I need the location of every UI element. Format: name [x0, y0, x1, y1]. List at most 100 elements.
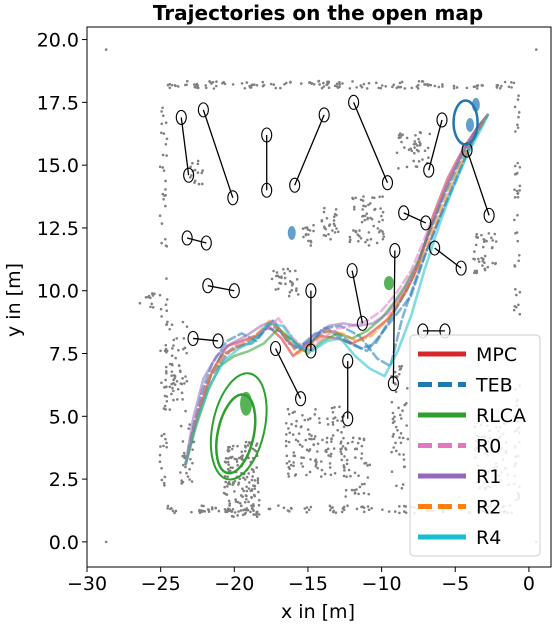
map-point: [170, 354, 174, 357]
map-point: [316, 450, 319, 453]
map-point: [322, 85, 326, 88]
legend: MPC TEB RLCA R0 R1 R2 R4: [409, 334, 541, 557]
map-point: [312, 223, 315, 227]
map-point: [321, 438, 324, 442]
obstacle-marker: [387, 376, 399, 392]
map-point: [262, 83, 266, 87]
map-point: [404, 403, 407, 406]
map-point: [312, 443, 315, 446]
map-point: [331, 410, 335, 414]
map-point: [314, 464, 318, 468]
map-point: [398, 413, 402, 417]
map-point: [376, 227, 380, 230]
map-point: [240, 82, 244, 85]
map-point: [172, 398, 175, 402]
map-point: [380, 84, 384, 87]
map-point: [217, 509, 221, 513]
map-point: [185, 471, 188, 475]
map-point: [367, 492, 371, 496]
map-point: [166, 320, 169, 324]
map-points: [104, 48, 538, 544]
map-point: [170, 83, 174, 87]
map-point: [299, 425, 303, 429]
map-point: [224, 456, 228, 460]
map-point: [367, 203, 370, 207]
map-point: [517, 111, 521, 114]
map-point: [177, 364, 181, 368]
map-point: [235, 460, 239, 463]
map-point: [498, 86, 502, 90]
map-point: [173, 376, 176, 380]
map-point: [160, 122, 164, 126]
map-point: [286, 509, 290, 512]
map-point: [481, 245, 485, 249]
map-point: [294, 269, 297, 273]
map-point: [196, 162, 200, 166]
map-point: [227, 499, 231, 503]
map-point: [309, 458, 312, 461]
map-point: [247, 472, 251, 475]
obstacle-marker: [455, 260, 467, 276]
map-point: [287, 465, 291, 469]
map-point: [193, 181, 196, 184]
map-point: [306, 428, 310, 431]
map-point: [391, 85, 394, 89]
map-point: [308, 470, 312, 474]
map-point: [328, 223, 332, 226]
map-point: [325, 83, 328, 87]
map-point: [367, 244, 371, 247]
map-point: [491, 239, 495, 242]
map-point: [344, 448, 348, 451]
map-point: [312, 82, 316, 86]
map-point: [414, 165, 418, 168]
map-point: [287, 475, 291, 478]
map-point: [414, 142, 418, 146]
map-point: [227, 480, 231, 484]
map-point: [231, 507, 235, 511]
map-point: [516, 191, 520, 195]
map-point: [483, 261, 486, 265]
map-point: [332, 219, 336, 222]
map-point: [291, 282, 295, 285]
map-point: [394, 449, 398, 453]
map-point: [291, 433, 295, 436]
map-point: [316, 442, 320, 446]
map-point: [228, 504, 231, 507]
y-tick-label: 0.0: [49, 532, 79, 554]
map-point: [300, 445, 304, 448]
series-line-r1: [184, 113, 489, 466]
map-point: [354, 447, 358, 451]
map-point: [244, 511, 247, 515]
map-point: [256, 477, 260, 480]
map-point: [163, 349, 167, 353]
map-point: [397, 406, 400, 410]
map-point: [171, 389, 175, 393]
map-point: [358, 437, 362, 441]
map-point: [173, 383, 177, 387]
obstacle-path: [192, 337, 219, 342]
map-point: [391, 435, 395, 438]
map-point: [419, 131, 422, 135]
map-point: [160, 110, 163, 113]
map-point: [338, 405, 341, 409]
map-point: [402, 510, 406, 513]
obstacle-marker: [381, 175, 394, 191]
map-point: [239, 504, 243, 508]
map-point: [503, 80, 507, 84]
map-point: [362, 204, 365, 208]
map-point: [320, 86, 324, 90]
teb-marker: [287, 225, 296, 240]
map-point: [170, 374, 173, 378]
map-point: [163, 404, 167, 408]
map-point: [402, 458, 406, 461]
map-point: [160, 241, 163, 245]
map-point: [341, 82, 344, 85]
obstacle-marker: [342, 411, 354, 427]
map-point: [284, 421, 288, 425]
map-point: [379, 86, 383, 90]
map-point: [272, 83, 276, 86]
map-point: [483, 254, 487, 258]
map-point: [305, 448, 309, 452]
map-point: [204, 86, 208, 90]
map-point: [236, 444, 239, 448]
